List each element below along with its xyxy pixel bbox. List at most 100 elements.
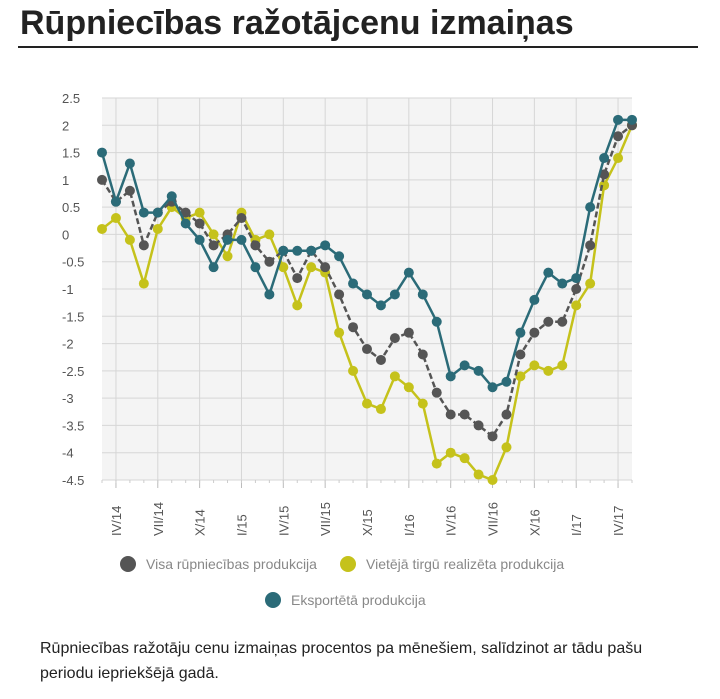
data-point: [166, 191, 177, 202]
data-point: [571, 300, 582, 311]
data-point: [417, 349, 428, 360]
data-point: [557, 316, 568, 327]
y-tick-label: -3.5: [62, 418, 84, 433]
line-chart: 2.5 2 1.5 1 0.5 0 -0.5 -1 -1.5 -2 -2.5 -3 -3.5 -4 -4.5…: [62, 91, 637, 536]
data-point: [375, 354, 386, 365]
y-tick-label: 0.5: [62, 200, 80, 215]
data-point: [306, 245, 317, 256]
data-point: [431, 316, 442, 327]
data-point: [515, 327, 526, 338]
legend-label-eksports: Eksportētā produkcija: [291, 592, 426, 608]
data-point: [585, 278, 596, 289]
y-tick-label: 1.5: [62, 146, 80, 161]
data-point: [138, 207, 149, 218]
data-point: [236, 234, 247, 245]
data-point: [362, 398, 372, 409]
data-point: [515, 349, 526, 360]
data-point: [403, 382, 414, 393]
y-tick-label: -0.5: [62, 255, 84, 270]
legend-label-visa: Visa rūpniecības produkcija: [146, 556, 317, 572]
data-point: [403, 327, 414, 338]
y-tick-label: 1: [62, 173, 69, 188]
data-point: [431, 387, 442, 398]
x-tick-label: I/16: [402, 514, 417, 536]
chart-caption: Rūpniecības ražotāju cenu izmaiņas proce…: [40, 640, 643, 682]
data-point: [348, 365, 359, 376]
x-tick-label: VII/14: [151, 502, 166, 536]
data-point: [487, 382, 498, 393]
data-point: [97, 223, 107, 234]
data-point: [110, 196, 121, 207]
series-0: [97, 120, 637, 442]
data-point: [445, 447, 456, 458]
data-point: [194, 234, 205, 245]
x-tick-label: IV/14: [109, 506, 124, 536]
x-tick-label: IV/16: [444, 506, 459, 536]
data-point: [97, 174, 107, 185]
data-point: [180, 218, 191, 229]
data-point: [473, 365, 484, 376]
title-divider: [18, 46, 698, 48]
data-point: [320, 240, 331, 251]
data-point: [264, 289, 275, 300]
x-tick-label: VII/16: [486, 502, 501, 536]
data-point: [571, 273, 582, 284]
data-point: [431, 458, 442, 469]
data-point: [208, 240, 219, 251]
x-tick-label: X/16: [527, 509, 542, 536]
data-point: [124, 158, 135, 169]
y-tick-label: -1: [62, 282, 74, 297]
data-point: [222, 234, 233, 245]
data-point: [348, 322, 359, 333]
data-point: [152, 207, 163, 218]
data-point: [320, 262, 331, 273]
data-point: [585, 240, 596, 251]
data-point: [180, 207, 191, 218]
data-point: [515, 371, 526, 382]
data-point: [389, 333, 400, 344]
data-point: [222, 251, 233, 262]
data-point: [487, 475, 498, 485]
data-point: [473, 469, 484, 480]
page-title: Rūpniecības ražotājcenu izmaiņas: [20, 4, 574, 42]
data-point: [208, 262, 219, 273]
data-point: [585, 202, 596, 213]
data-point: [543, 316, 554, 327]
data-point: [138, 240, 149, 251]
data-point: [334, 251, 345, 262]
data-point: [124, 234, 135, 245]
data-point: [306, 262, 317, 273]
data-point: [403, 267, 414, 278]
data-point: [529, 360, 540, 371]
data-point: [417, 398, 428, 409]
data-point: [194, 207, 205, 218]
legend-marker-visa: [120, 556, 136, 572]
data-point: [417, 289, 428, 300]
data-point: [557, 360, 568, 371]
data-point: [529, 327, 540, 338]
data-point: [152, 223, 163, 234]
data-point: [278, 262, 289, 273]
data-point: [627, 114, 637, 125]
data-point: [543, 267, 554, 278]
y-tick-label: -3: [62, 391, 74, 406]
data-point: [97, 147, 107, 158]
data-point: [501, 376, 512, 387]
data-point: [529, 294, 540, 305]
series-2: [97, 114, 637, 393]
data-point: [208, 229, 219, 240]
data-point: [348, 278, 359, 289]
data-point: [445, 409, 456, 420]
data-point: [375, 404, 386, 415]
data-point: [334, 327, 345, 338]
y-tick-label: -4: [62, 446, 74, 461]
y-tick-label: 2: [62, 118, 69, 133]
data-point: [459, 453, 470, 464]
y-tick-label: -1.5: [62, 309, 84, 324]
chart-grid: [102, 97, 632, 481]
data-point: [501, 409, 512, 420]
data-point: [487, 431, 498, 442]
data-point: [194, 218, 205, 229]
data-point: [264, 229, 275, 240]
data-point: [278, 245, 289, 256]
